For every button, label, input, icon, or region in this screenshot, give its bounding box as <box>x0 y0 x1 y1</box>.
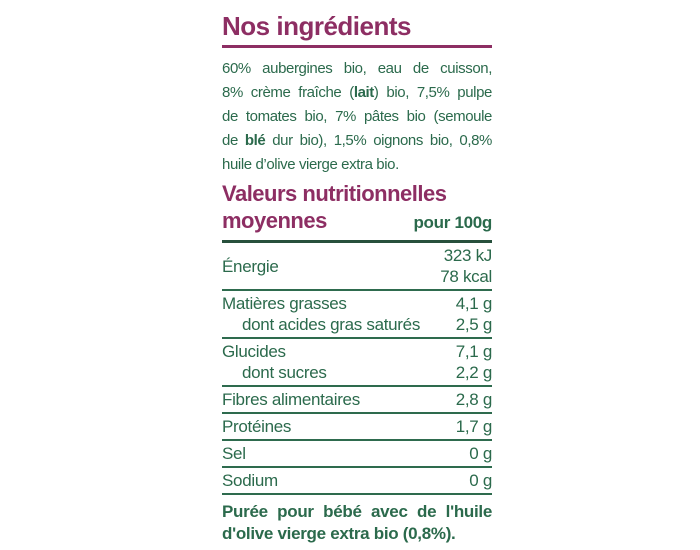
nutrient-values: 4,1 g <box>455 293 493 314</box>
nutrient-row: Glucides 7,1 g <box>222 341 492 362</box>
table-rule <box>222 385 492 387</box>
nutrient-label: Sodium <box>222 471 278 490</box>
nutrient-group: Énergie 323 kJ 78 kcal <box>222 243 492 289</box>
nutrient-label: Protéines <box>222 417 292 436</box>
nutrient-value: 7,1 g <box>455 342 493 361</box>
nutrition-title-line2: moyennes <box>222 208 327 233</box>
ingredient-text: ) bio, 7,5% pulpe <box>373 84 492 101</box>
ingredients-text: 60% aubergines bio, eau de cuisson, 8% cr… <box>222 57 492 177</box>
nutrition-heading: Valeurs nutritionnelles moyennes pour 10… <box>222 180 492 234</box>
nutrient-row: Énergie 323 kJ 78 kcal <box>222 245 492 287</box>
footer-note: Purée pour bébé avec de l'huile d'olive v… <box>222 501 492 545</box>
nutrition-title-row: moyennes pour 100g <box>222 207 492 234</box>
nutrient-row: Protéines 1,7 g <box>222 416 492 437</box>
footer-line: d'olive vierge extra bio (0,8%). <box>222 524 456 543</box>
nutrient-group: Fibres alimentaires 2,8 g <box>222 387 492 412</box>
ingredient-line: huile d’olive vierge extra bio. <box>222 153 492 177</box>
table-top-rule <box>222 240 492 243</box>
nutrient-group: Matières grasses 4,1 g dont acides gras sa… <box>222 291 492 337</box>
nutrient-value: 1,7 g <box>455 417 493 436</box>
table-rule <box>222 289 492 291</box>
nutrient-value: 78 kcal <box>440 267 492 286</box>
nutrient-row: dont acides gras saturés 2,5 g <box>222 314 492 335</box>
ingredient-text: 8% crème fraîche ( <box>222 84 354 101</box>
footer-line: Purée pour bébé avec de l'huile <box>222 502 492 521</box>
nutrient-value: 4,1 g <box>455 294 493 313</box>
ingredient-text: de tomates bio, 7% pâtes bio (semoule <box>222 108 492 125</box>
nutrient-group: Glucides 7,1 g dont sucres 2,2 g <box>222 339 492 385</box>
nutrient-values: 2,8 g <box>455 389 493 410</box>
nutrient-label: Énergie <box>222 256 279 276</box>
table-rule <box>222 439 492 441</box>
nutrient-group: Sodium 0 g <box>222 468 492 493</box>
nutrient-label: dont sucres <box>242 363 327 382</box>
nutrient-values: 0 g <box>469 470 492 491</box>
nutrient-value: 323 kJ <box>443 246 493 265</box>
table-rule <box>222 337 492 339</box>
nutrient-values: 323 kJ 78 kcal <box>440 245 492 287</box>
nutrient-values: 2,5 g <box>455 314 493 335</box>
nutrient-value: 0 g <box>469 471 492 490</box>
nutrient-label: Matières grasses <box>222 294 347 313</box>
nutrient-values: 1,7 g <box>455 416 493 437</box>
allergen-bold-text: lait <box>353 84 374 101</box>
allergen-bold-text: blé <box>244 132 266 149</box>
table-rule <box>222 493 492 495</box>
ingredient-line: 8% crème fraîche (lait) bio, 7,5% pulpe <box>222 81 492 105</box>
nutrient-value: 2,5 g <box>455 315 493 334</box>
ingredient-line: de tomates bio, 7% pâtes bio (semoule <box>222 105 492 129</box>
nutrient-row: Matières grasses 4,1 g <box>222 293 492 314</box>
nutrition-label: Nos ingrédients 60% aubergines bio, eau … <box>222 11 492 545</box>
nutrient-row: Sodium 0 g <box>222 470 492 491</box>
ingredients-title: Nos ingrédients <box>222 11 411 41</box>
nutrient-value: 2,8 g <box>455 390 493 409</box>
nutrient-values: 7,1 g <box>455 341 493 362</box>
nutrient-values: 2,2 g <box>455 362 493 383</box>
table-rule <box>222 412 492 414</box>
per-100g-column-header: pour 100g <box>413 213 492 232</box>
nutrient-label: Glucides <box>222 342 286 361</box>
ingredient-text: de <box>222 132 245 149</box>
nutrient-row: Sel 0 g <box>222 443 492 464</box>
title-underline <box>222 45 492 48</box>
nutrient-group: Protéines 1,7 g <box>222 414 492 439</box>
ingredient-line: 60% aubergines bio, eau de cuisson, <box>222 57 492 81</box>
nutrient-label: Fibres alimentaires <box>222 390 360 409</box>
ingredient-text: 60% aubergines bio, eau de cuisson, <box>222 60 492 77</box>
nutrition-table: Énergie 323 kJ 78 kcal Matières grasses 4,1 … <box>222 243 492 495</box>
nutrient-values: 0 g <box>469 443 492 464</box>
nutrient-value: 2,2 g <box>455 363 493 382</box>
nutrient-value: 0 g <box>469 444 492 463</box>
nutrient-label: dont acides gras saturés <box>242 315 421 334</box>
nutrient-group: Sel 0 g <box>222 441 492 466</box>
ingredient-line: de blé dur bio), 1,5% oignons bio, 0,8% <box>222 129 492 153</box>
nutrient-row: Fibres alimentaires 2,8 g <box>222 389 492 410</box>
ingredient-text: huile d’olive vierge extra bio. <box>222 156 399 173</box>
table-rule <box>222 466 492 468</box>
nutrient-label: Sel <box>222 444 246 463</box>
ingredient-text: dur bio), 1,5% oignons bio, 0,8% <box>265 132 492 149</box>
nutrition-title-line1: Valeurs nutritionnelles <box>222 181 447 206</box>
nutrient-row: dont sucres 2,2 g <box>222 362 492 383</box>
